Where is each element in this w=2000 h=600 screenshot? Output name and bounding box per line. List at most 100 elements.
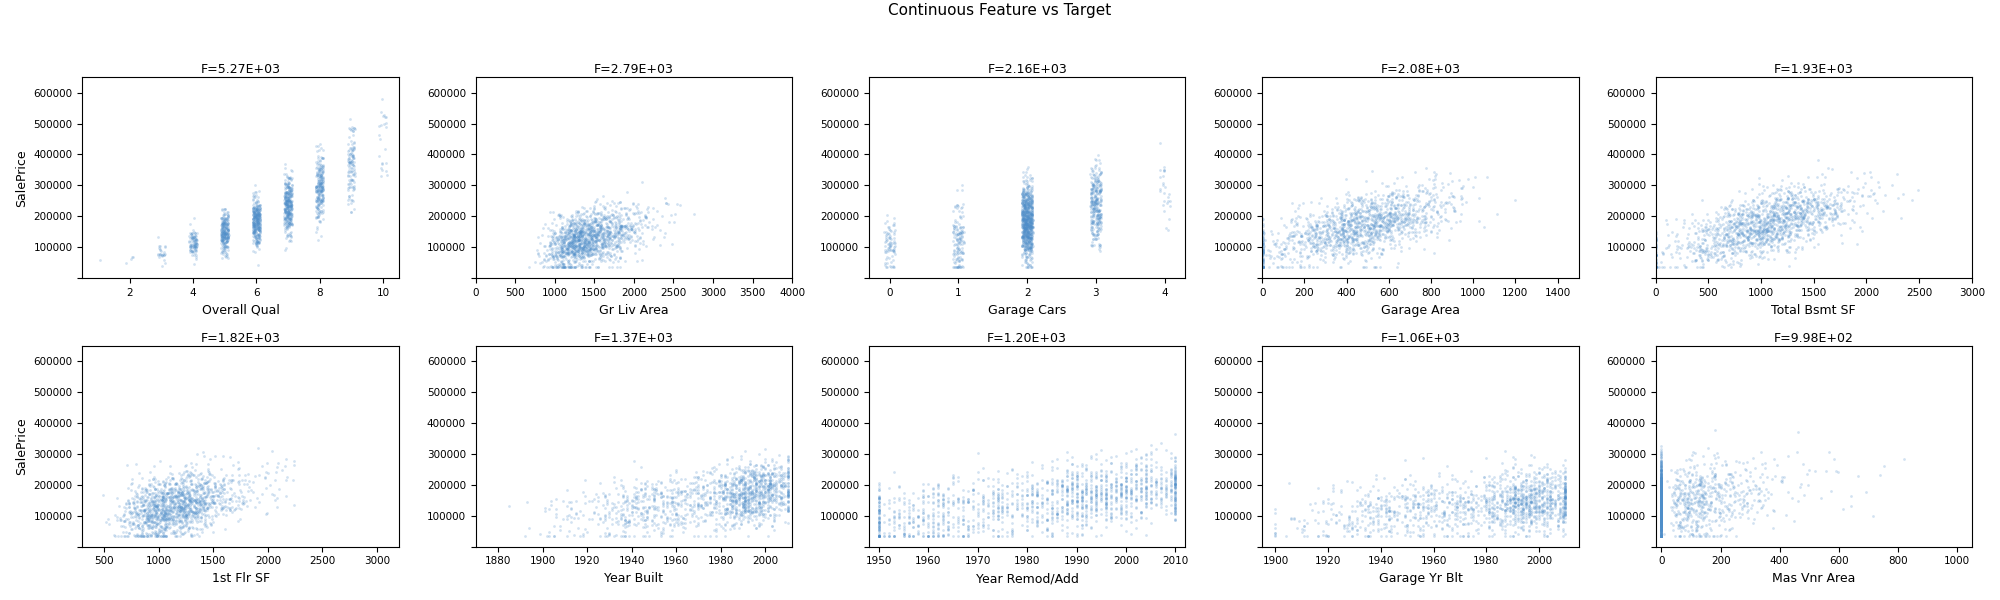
Point — [606, 230, 638, 239]
Point — [1752, 235, 1784, 244]
Point — [1768, 221, 1800, 230]
Point — [166, 505, 198, 515]
Point — [614, 517, 646, 527]
Point — [182, 494, 214, 503]
Point — [1646, 484, 1678, 494]
Point — [622, 511, 654, 521]
Point — [552, 246, 584, 256]
Point — [862, 522, 894, 532]
Point — [1646, 517, 1678, 527]
Point — [1476, 509, 1508, 518]
Point — [164, 496, 196, 505]
Point — [272, 196, 304, 206]
Point — [1310, 238, 1342, 248]
Point — [1710, 456, 1742, 466]
Point — [1736, 196, 1768, 205]
Point — [1744, 219, 1776, 229]
Point — [720, 506, 752, 515]
Point — [1646, 516, 1678, 526]
Point — [272, 222, 304, 232]
Point — [630, 212, 662, 221]
Point — [1646, 469, 1678, 479]
Point — [148, 241, 180, 250]
Point — [1080, 222, 1112, 232]
Point — [1342, 240, 1374, 250]
Point — [612, 224, 644, 233]
Point — [1150, 445, 1182, 455]
Point — [1546, 503, 1578, 512]
Point — [1520, 503, 1552, 513]
Point — [1266, 263, 1298, 272]
Point — [1416, 192, 1448, 202]
Point — [580, 216, 612, 226]
Point — [1246, 257, 1278, 267]
Point — [1716, 227, 1748, 237]
Point — [1344, 227, 1376, 236]
Point — [558, 218, 590, 227]
Point — [1070, 490, 1102, 499]
Point — [1492, 497, 1524, 506]
Point — [1346, 201, 1378, 211]
Point — [1324, 226, 1356, 236]
Point — [526, 263, 558, 272]
Point — [304, 196, 336, 206]
Point — [1692, 531, 1724, 541]
Point — [1646, 493, 1678, 502]
Point — [1662, 496, 1694, 505]
Point — [1794, 184, 1826, 193]
Point — [722, 485, 754, 494]
Point — [1336, 245, 1368, 255]
Point — [300, 170, 332, 179]
Point — [1678, 243, 1710, 253]
Point — [1660, 511, 1692, 521]
Point — [1806, 170, 1838, 179]
Point — [528, 242, 560, 251]
Point — [946, 263, 978, 272]
Point — [1008, 238, 1040, 247]
Point — [1770, 212, 1802, 221]
Point — [1646, 504, 1678, 514]
Point — [740, 502, 772, 512]
Point — [124, 509, 156, 519]
Point — [1646, 478, 1678, 487]
Point — [1758, 226, 1790, 235]
Point — [570, 215, 602, 225]
Point — [542, 247, 574, 256]
Point — [754, 476, 786, 486]
Point — [590, 211, 622, 221]
Point — [758, 484, 790, 494]
Point — [166, 510, 198, 520]
Point — [1712, 469, 1744, 479]
Point — [1742, 227, 1774, 236]
Point — [1438, 514, 1470, 524]
Point — [1534, 498, 1566, 508]
Point — [1652, 241, 1684, 250]
Point — [576, 234, 608, 244]
Point — [1756, 245, 1788, 254]
Point — [1014, 208, 1046, 218]
Point — [1354, 233, 1386, 242]
Point — [594, 528, 626, 538]
Point — [1754, 211, 1786, 221]
Point — [178, 259, 210, 269]
Point — [1086, 465, 1118, 475]
Point — [1646, 511, 1678, 521]
Point — [1076, 164, 1108, 174]
Point — [1822, 183, 1854, 193]
Point — [174, 499, 206, 508]
Point — [1082, 220, 1114, 230]
Point — [1646, 498, 1678, 508]
Point — [1452, 482, 1484, 492]
Point — [1014, 230, 1046, 239]
Point — [554, 220, 586, 229]
Point — [1746, 459, 1778, 469]
Point — [170, 516, 202, 526]
Point — [1664, 523, 1696, 532]
Point — [1764, 226, 1796, 235]
Point — [608, 527, 640, 536]
Point — [184, 479, 216, 489]
Point — [208, 232, 240, 241]
Point — [752, 475, 784, 485]
Point — [210, 503, 242, 512]
Point — [578, 201, 610, 211]
